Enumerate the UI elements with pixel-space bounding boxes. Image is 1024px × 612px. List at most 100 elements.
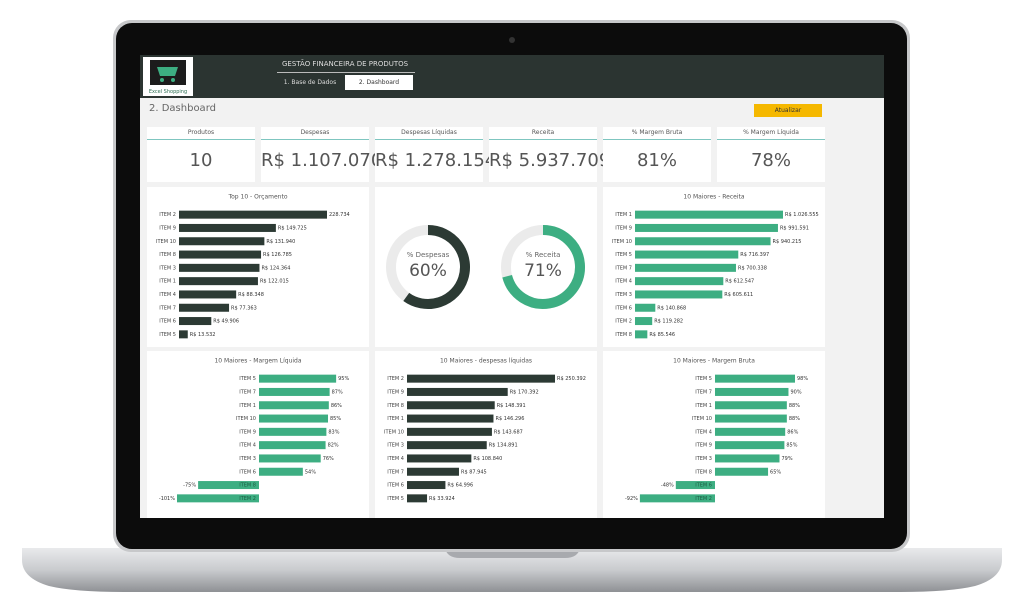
value-label: 86% [331,403,342,409]
kpi-value: 78% [750,150,791,171]
category-label: ITEM 8 [387,403,404,409]
chart: 10 Maiores - Margem Bruta ITEM 5 98% ITEM 7… [625,358,808,503]
category-label: ITEM 2 [695,496,712,502]
tab[interactable]: 1. Base de Dados [283,79,337,86]
value-label: R$ 85.546 [649,332,675,338]
bar [635,303,656,312]
kpi-rule [489,139,597,140]
category-label: ITEM 7 [159,305,176,311]
value-label: 95% [338,376,349,382]
logo-text: Excel Shopping [148,89,188,95]
category-label: ITEM 1 [695,403,712,409]
laptop-base [22,548,1002,592]
kpi-rule [147,139,255,140]
category-label: ITEM 9 [615,225,632,231]
category-label: ITEM 10 [612,239,632,245]
bar [179,210,327,219]
kpi-card: % Margem Líquida 78% [717,127,825,182]
category-label: ITEM 5 [695,376,712,382]
value-label: 65% [770,469,781,475]
header-bar: Excel Shopping GESTÃO FINANCEIRA DE PROD… [140,55,884,98]
bar [179,317,212,326]
logo-wheel [171,78,175,82]
value-label: R$ 170.392 [510,389,539,395]
category-label: ITEM 5 [615,252,632,258]
value-label: 98% [797,376,808,382]
value-label: R$ 146.296 [495,416,524,422]
chart: 10 Maiores - Margem Líquida ITEM 5 95% ITEM… [159,358,349,503]
category-label: ITEM 2 [387,376,404,382]
bar [259,427,327,436]
category-label: ITEM 8 [239,483,256,489]
category-label: ITEM 9 [239,429,256,435]
kpi-title: Receita [531,129,555,136]
category-label: ITEM 6 [239,469,256,475]
screen: Excel Shopping GESTÃO FINANCEIRA DE PROD… [140,55,884,518]
chart-title: 10 Maiores - Margem Bruta [673,358,755,365]
chart: % Despesas 60% % Receita 71% [386,225,585,309]
category-label: ITEM 3 [615,292,632,298]
bar [635,330,648,339]
kpi-card: % Margem Bruta 81% [603,127,711,182]
category-label: ITEM 10 [692,416,712,422]
category-label: ITEM 7 [615,265,632,271]
bar [407,414,494,423]
kpi-rule [603,139,711,140]
bar [259,441,326,450]
bar [179,250,262,259]
value-label: 88% [789,416,800,422]
kpi-title: % Margem Bruta [631,129,683,136]
bar [179,290,237,299]
value-label: R$ 134.891 [489,443,518,449]
value-label: R$ 108.840 [473,456,502,462]
chart-title: 10 Maiores - Receita [683,194,744,201]
bar [198,481,259,490]
value-label: 228.734 [329,212,350,218]
value-label: R$ 1.026.555 [785,212,819,218]
category-label: ITEM 10 [384,429,404,435]
value-label: 85% [786,443,797,449]
category-label: ITEM 1 [387,416,404,422]
bar [715,414,787,423]
value-label: R$ 250.392 [557,376,586,382]
bar [635,263,736,272]
bar [639,494,715,503]
category-label: ITEM 5 [239,376,256,382]
bar [675,481,715,490]
donut-arc [403,225,470,309]
category-label: ITEM 8 [159,252,176,258]
refresh-button[interactable]: Atualizar [754,104,822,117]
bar [715,427,786,436]
donut-title: % Despesas [407,251,450,259]
value-label: 86% [787,429,798,435]
bar [407,401,495,410]
bar [635,210,783,219]
tab-active[interactable]: 2. Dashboard [345,75,413,90]
logo-icon [150,60,186,85]
donut-value: 60% [409,261,447,281]
bar [259,454,321,463]
category-label: ITEM 7 [387,469,404,475]
bar [259,387,330,396]
bar [179,263,260,272]
value-label: -48% [661,483,674,489]
value-label: R$ 33.924 [429,496,455,502]
chart-title: 10 Maiores - Margem Líquida [214,358,301,365]
bar [179,277,258,286]
kpi-title: Despesas Líquidas [401,129,457,136]
category-label: ITEM 4 [615,279,632,285]
bar [635,250,739,259]
value-label: R$ 149.725 [278,225,307,231]
bar [407,387,508,396]
category-label: ITEM 2 [159,212,176,218]
category-label: ITEM 10 [236,416,256,422]
bar [715,467,769,476]
bar [635,223,778,232]
category-label: ITEM 7 [695,389,712,395]
app-title: GESTÃO FINANCEIRA DE PRODUTOS [282,60,409,68]
chart-panel: 10 Maiores - despesas líquidas ITEM 2 R$ 2… [375,351,597,518]
value-label: R$ 77.363 [231,305,257,311]
bar [407,427,492,436]
bar [407,494,428,503]
category-label: ITEM 3 [387,443,404,449]
